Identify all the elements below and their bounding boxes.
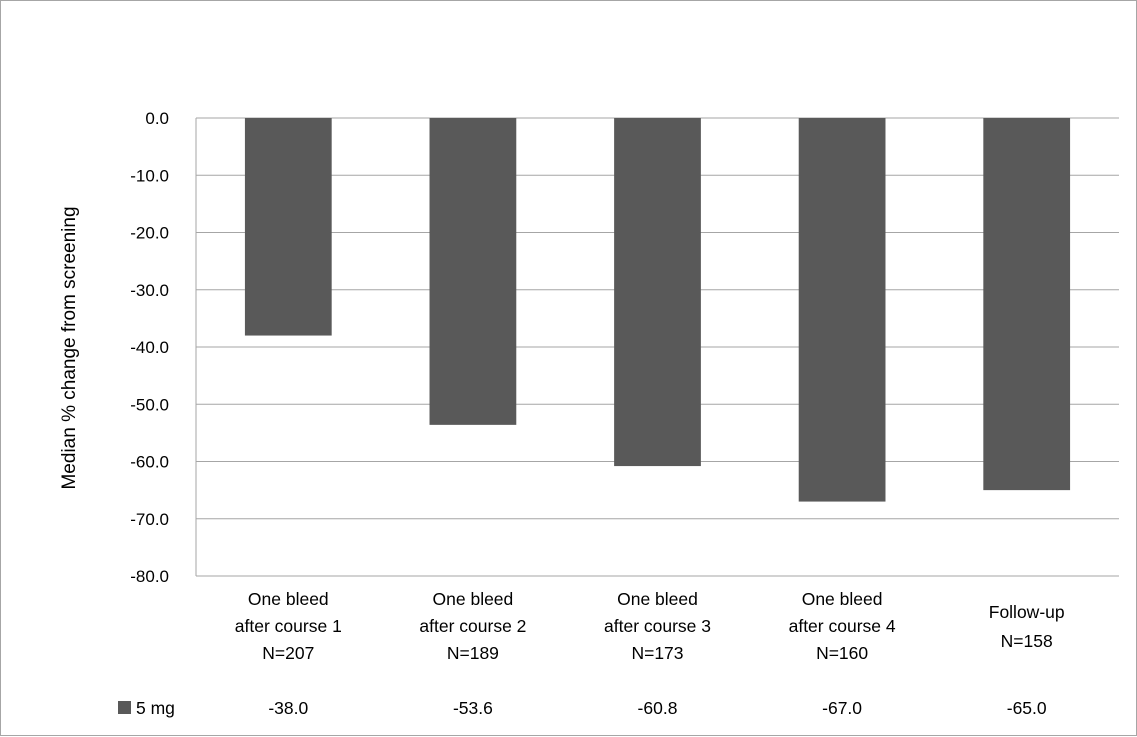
y-tick-label: -60.0 [130,453,169,472]
data-table-value: -65.0 [1007,698,1047,718]
bar [429,118,517,425]
x-tick-label: One bleed after course 4 N=160 [789,589,896,663]
category-labels: One bleed after course 1 N=207 One bleed aft… [235,589,1065,663]
bar [244,118,332,336]
data-table: 5 mg -38.0 -53.6 -60.8 -67.0 -65.0 [118,698,1047,718]
y-tick-label: -20.0 [130,224,169,243]
data-table-value: -38.0 [268,698,308,718]
bar [983,118,1071,491]
y-tick-label: -70.0 [130,510,169,529]
y-tick-label: -30.0 [130,281,169,300]
x-tick-label: One bleed after course 3 N=173 [604,589,711,663]
x-tick-label: One bleed after course 2 N=189 [419,589,526,663]
bar [798,118,886,502]
data-table-value: -53.6 [453,698,493,718]
y-tick-label: -80.0 [130,567,169,586]
axes [195,118,197,576]
y-tick-labels: 0.0 -10.0 -20.0 -30.0 -40.0 -50.0 -60.0 -70.0 -8… [130,109,169,586]
bar [614,118,701,467]
bars [244,118,1071,502]
y-axis-title: Median % change from screening [59,206,80,489]
x-tick-label: One bleed after course 1 N=207 [235,589,342,663]
legend-label: 5 mg [136,698,175,718]
y-tick-label: -40.0 [130,338,169,357]
y-tick-label: 0.0 [145,109,169,128]
y-tick-label: -50.0 [130,395,169,414]
data-table-value: -67.0 [822,698,862,718]
x-tick-label: Follow-up N=158 [989,602,1065,651]
data-table-value: -60.8 [638,698,678,718]
y-tick-label: -10.0 [130,166,169,185]
legend-swatch [118,701,131,714]
